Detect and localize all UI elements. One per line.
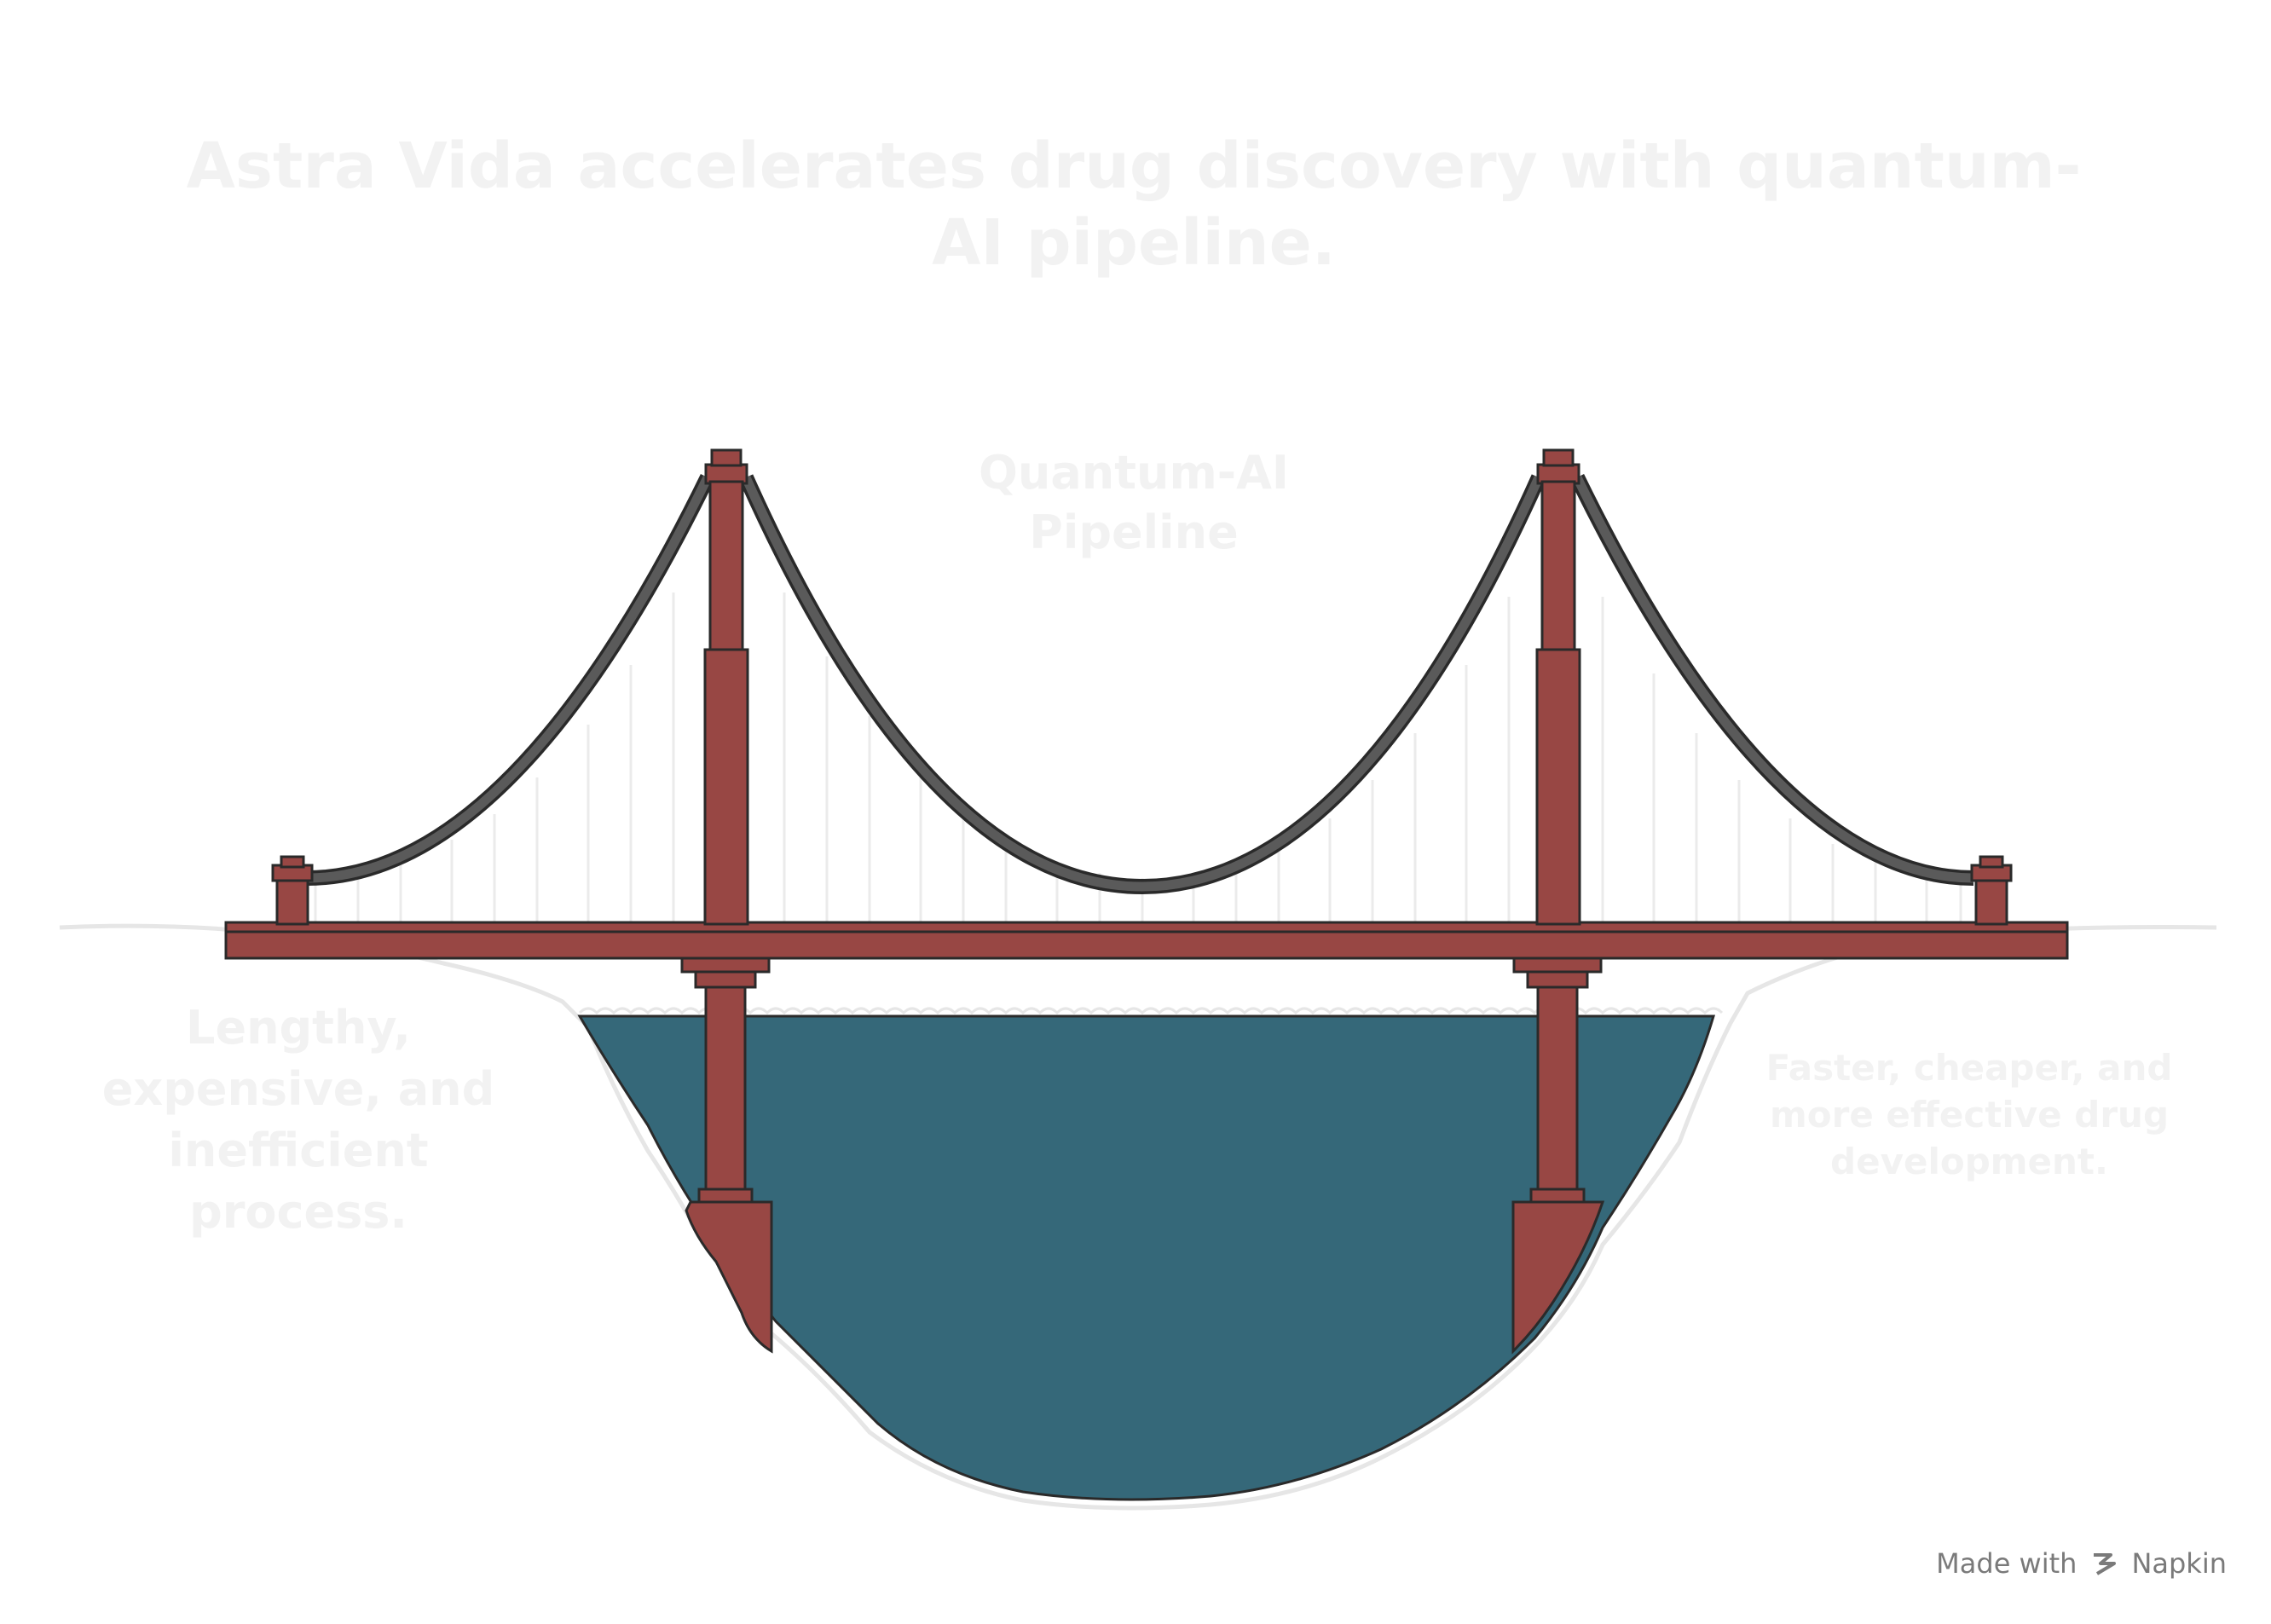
right-anchor-pylon <box>1970 855 2013 926</box>
bridge-label: Quantum-AI Pipeline <box>978 446 1290 559</box>
suspender-cables <box>314 592 1962 928</box>
river-gorge-outline <box>59 923 2217 1511</box>
made-with-napkin-watermark[interactable]: Made with Napkin <box>1936 1547 2227 1580</box>
left-side-label: Lengthy, expensive, and inefficient proc… <box>101 1001 495 1239</box>
page-title: Astra Vida accelerates drug discovery wi… <box>186 130 2082 280</box>
left-main-tower <box>680 448 773 1354</box>
main-cables <box>306 474 1974 895</box>
water-surface-waves <box>578 1007 1724 1015</box>
napkin-logo-icon <box>2094 1553 2117 1575</box>
right-main-tower <box>1511 448 1605 1355</box>
watermark-prefix: Made with <box>1936 1547 2077 1580</box>
bridge-deck <box>224 921 2069 960</box>
left-anchor-pylon <box>271 855 314 926</box>
right-side-label: Faster, cheaper, and more effective drug… <box>1765 1047 2173 1182</box>
watermark-brand: Napkin <box>2131 1547 2227 1580</box>
